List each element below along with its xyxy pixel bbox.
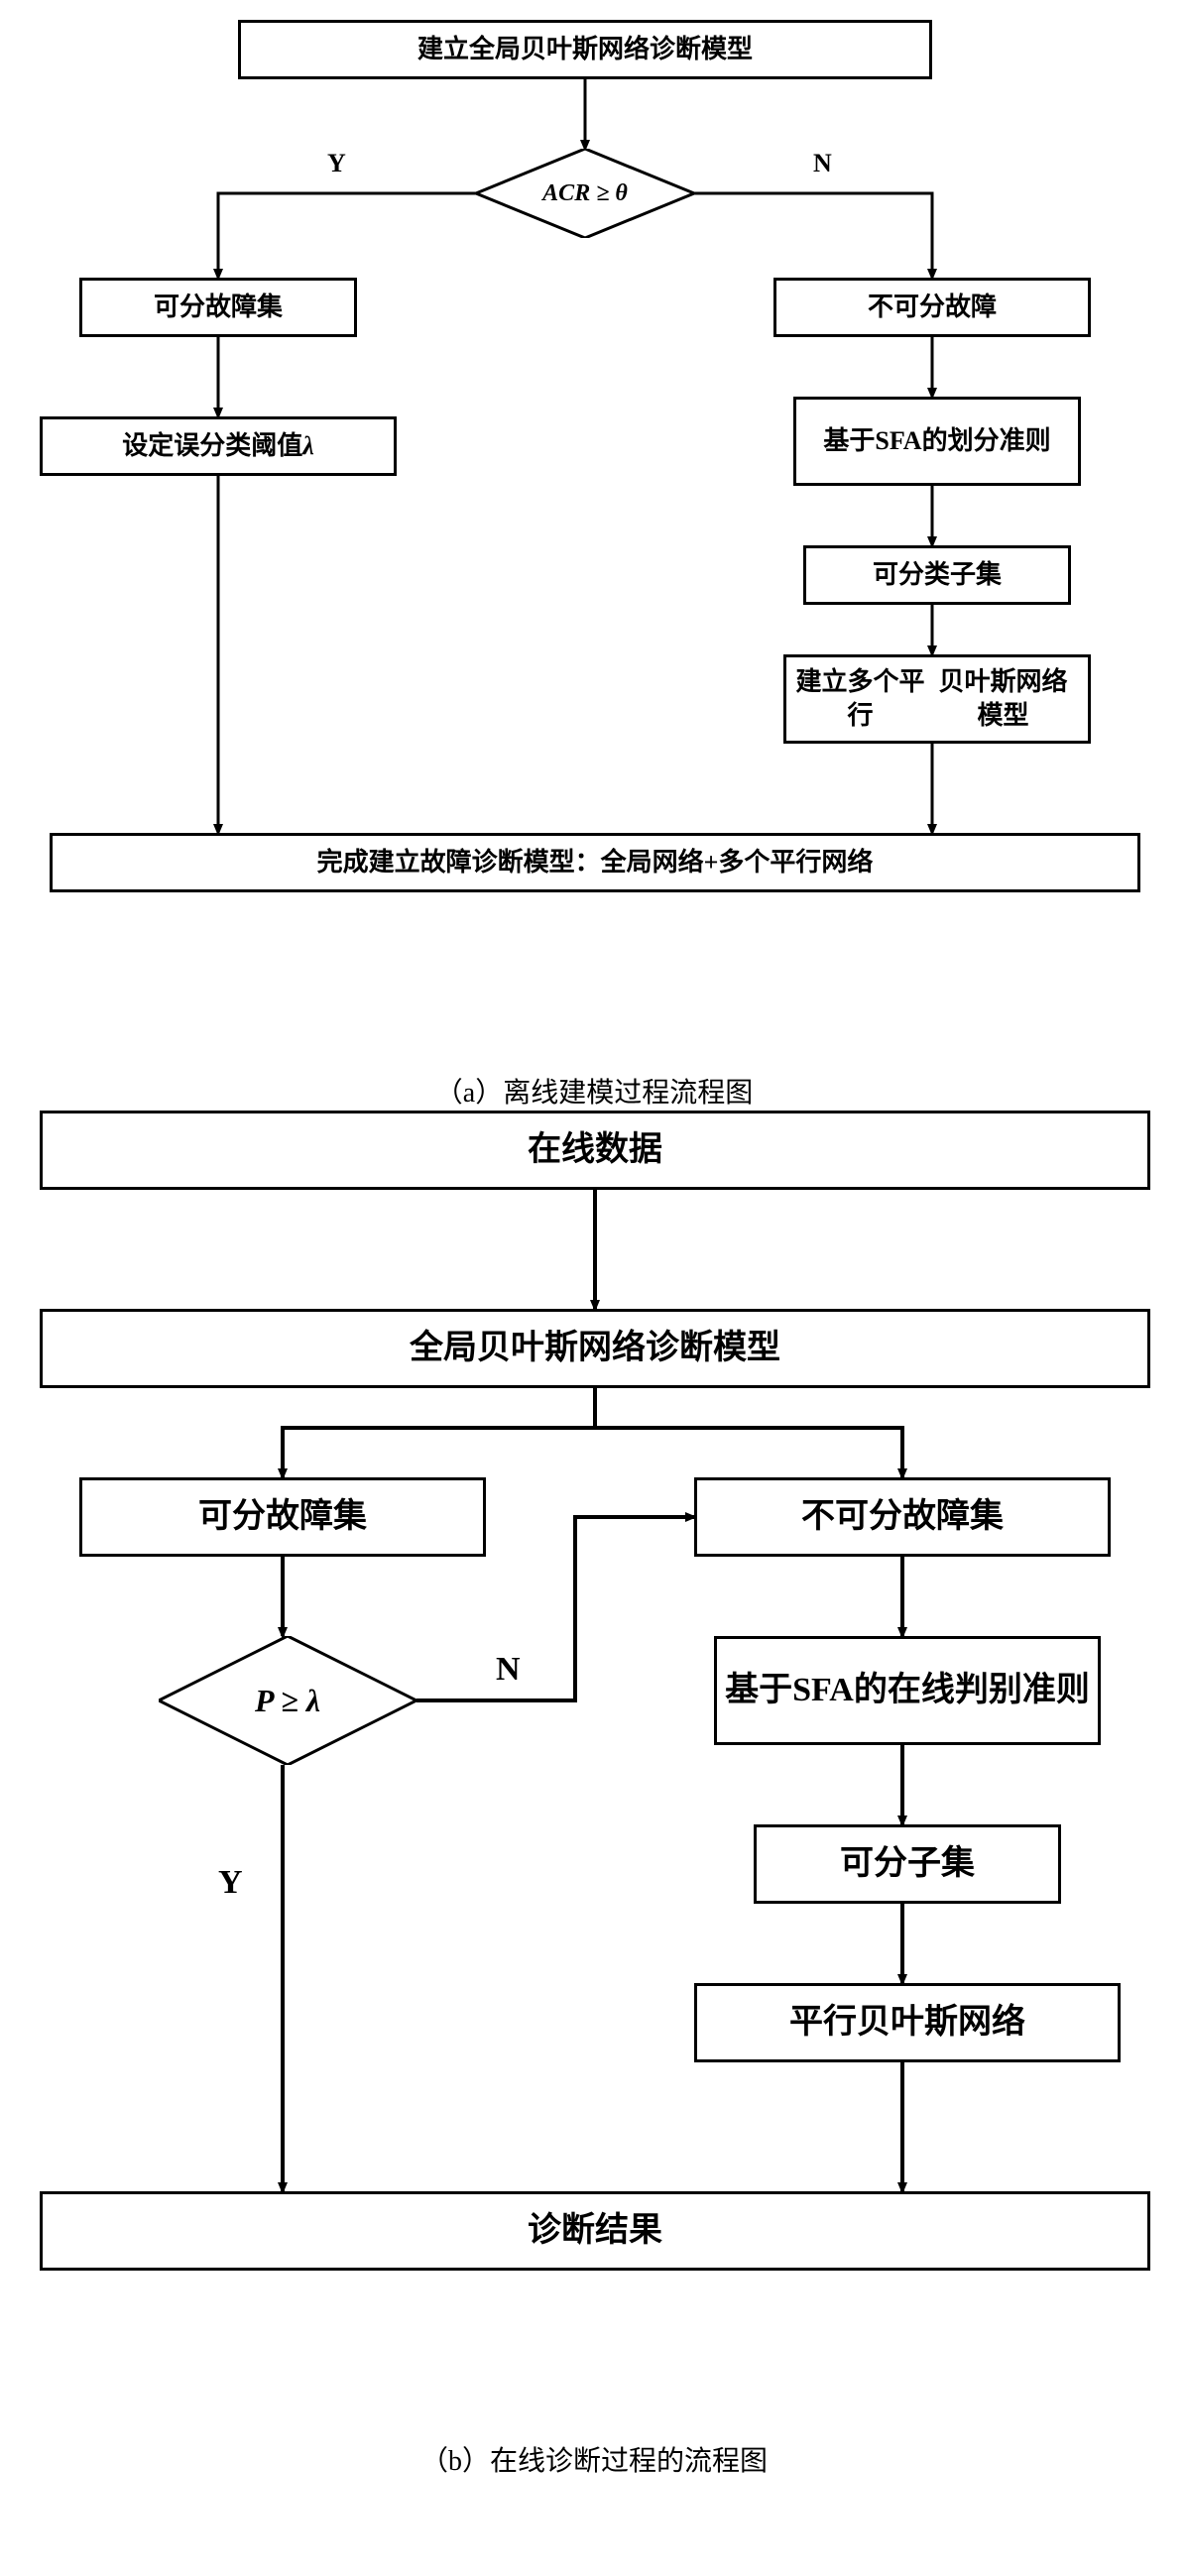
flow-box-b8: 诊断结果	[40, 2191, 1150, 2271]
flow-box-n6: 可分类子集	[803, 545, 1071, 605]
online-diagnosis-flowchart: N Y 在线数据全局贝叶斯网络诊断模型可分故障集 不可分故障集 P ≥ λ 基于SFA的在…	[20, 1111, 1168, 2400]
flow-box-b4: 不可分故障集	[694, 1477, 1111, 1557]
flow-box-n4: 设定误分类阈值 λ	[40, 416, 397, 476]
offline-modeling-flowchart: Y N 建立全局贝叶斯网络诊断模型 ACR ≥ θ 可分故障集 不可分故障设定误分类阈值 …	[20, 20, 1168, 1031]
flow-box-b2: 全局贝叶斯网络诊断模型	[40, 1309, 1150, 1388]
flow-box-n3: 不可分故障	[773, 278, 1091, 337]
flow-box-b5: 基于SFA的在线判别准则	[714, 1636, 1101, 1745]
flow-box-n7: 建立多个平行贝叶斯网络模型	[783, 654, 1091, 744]
edge-label: Y	[218, 1864, 243, 1902]
caption-a: （a）离线建模过程流程图	[20, 1071, 1168, 1111]
flow-box-b7: 平行贝叶斯网络	[694, 1983, 1121, 2062]
caption-b: （b）在线诊断过程的流程图	[20, 2439, 1168, 2479]
edge-label: Y	[327, 149, 346, 178]
flow-box-n2: 可分故障集	[79, 278, 357, 337]
edge-label: N	[813, 149, 832, 178]
flow-box-n5: 基于SFA的划分准则	[793, 397, 1081, 486]
flow-box-b3: 可分故障集	[79, 1477, 486, 1557]
flow-box-b1: 在线数据	[40, 1111, 1150, 1190]
flow-box-b6: 可分子集	[754, 1824, 1061, 1904]
flow-box-n1: 建立全局贝叶斯网络诊断模型	[238, 20, 932, 79]
flow-box-n8: 完成建立故障诊断模型：全局网络+多个平行网络	[50, 833, 1140, 892]
decision-d2: P ≥ λ	[159, 1636, 416, 1765]
decision-d1: ACR ≥ θ	[476, 149, 694, 238]
edge-label: N	[496, 1651, 521, 1689]
